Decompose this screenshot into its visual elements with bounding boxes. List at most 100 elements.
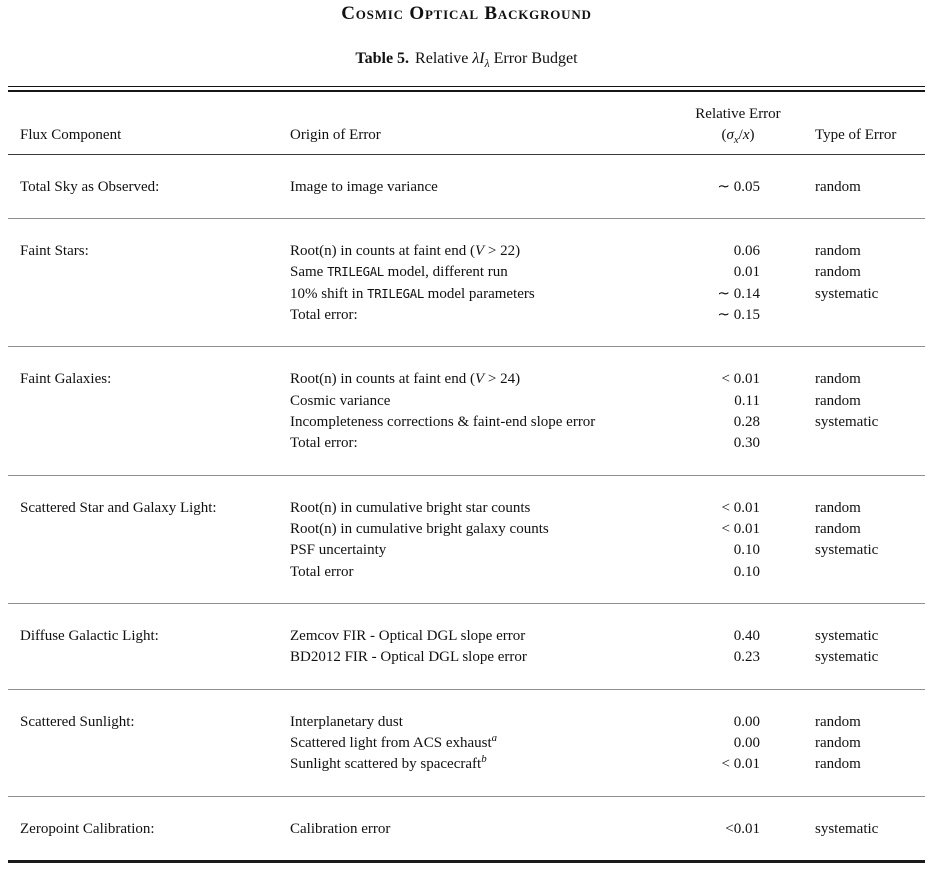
type-of-error-cell: random: [815, 178, 861, 195]
relative-error-cell: 0.23: [733, 649, 760, 666]
relative-error-cell: 0.30: [733, 435, 760, 452]
table-header-row: Flux Component Origin of Error Relative …: [8, 92, 925, 154]
type-of-error-cell: systematic: [815, 627, 879, 644]
section-divider-rule: [8, 474, 925, 476]
type-of-error-cell: random: [815, 392, 861, 409]
table-caption-label: Table 5.: [355, 50, 410, 67]
type-of-error-cell: systematic: [815, 285, 879, 302]
column-header-origin-of-error: Origin of Error: [290, 127, 381, 144]
origin-of-error-cell: Total error:: [290, 435, 358, 452]
table-top-rule: [8, 86, 925, 92]
origin-of-error-cell: Root(n) in counts at faint end (V > 24): [290, 371, 521, 388]
relative-error-cell: 0.11: [734, 392, 760, 409]
table-section: Faint Galaxies: Root(n) in counts at fain…: [8, 347, 925, 474]
table-row: PSF uncertainty 0.10 systematic: [8, 540, 925, 561]
origin-of-error-cell: Total error:: [290, 306, 358, 323]
type-of-error-cell: random: [815, 371, 861, 388]
type-of-error-cell: random: [815, 264, 861, 281]
relative-error-cell: <0.01: [725, 820, 760, 837]
flux-component-cell: [8, 412, 290, 433]
origin-of-error-cell: Scattered light from ACS exhausta: [290, 731, 498, 751]
origin-of-error-cell: Incompleteness corrections & faint-end s…: [290, 413, 596, 430]
origin-of-error-cell: Total error: [290, 563, 354, 580]
origin-of-error-cell: Interplanetary dust: [290, 713, 403, 730]
table-row: Scattered light from ACS exhausta 0.00 ran…: [8, 733, 925, 754]
type-of-error-cell: random: [815, 756, 861, 773]
table-caption: Table 5. Relative λIλ Error Budget: [0, 49, 933, 71]
flux-component-cell: [8, 540, 290, 561]
table-row: 10% shift in TRILEGAL model parameters ∼ …: [8, 284, 925, 305]
flux-component-cell: Scattered Sunlight:: [20, 713, 135, 730]
type-of-error-cell: random: [815, 242, 861, 259]
type-of-error-cell: random: [815, 499, 861, 516]
relative-error-cell: ∼ 0.15: [717, 306, 760, 323]
table-caption-title: Relative λIλ Error Budget: [415, 50, 578, 71]
flux-component-cell: [8, 754, 290, 775]
type-of-error-cell: [786, 305, 925, 326]
page-title: Cosmic Optical Background: [341, 3, 592, 24]
origin-of-error-cell: Image to image variance: [290, 178, 438, 195]
flux-component-cell: Scattered Star and Galaxy Light:: [20, 499, 217, 516]
table-body: Total Sky as Observed: Image to image var…: [8, 155, 925, 860]
column-header-type-of-error: Type of Error: [815, 127, 897, 144]
origin-of-error-cell: BD2012 FIR - Optical DGL slope error: [290, 649, 527, 666]
origin-of-error-cell: Root(n) in cumulative bright galaxy coun…: [290, 520, 549, 537]
section-divider-rule: [8, 795, 925, 797]
flux-component-cell: [8, 262, 290, 283]
table-row: Same TRILEGAL model, different run 0.01 ra…: [8, 262, 925, 283]
table-row: Total error: 0.30: [8, 433, 925, 454]
type-of-error-cell: systematic: [815, 649, 879, 666]
relative-error-cell: 0.40: [733, 627, 760, 644]
relative-error-cell: ∼ 0.14: [717, 285, 760, 302]
type-of-error-cell: random: [815, 734, 861, 751]
relative-error-label-line2: (σx/x): [721, 127, 755, 147]
table-section: Faint Stars: Root(n) in counts at faint e…: [8, 219, 925, 346]
flux-component-cell: [8, 647, 290, 668]
table-row: Zeropoint Calibration: Calibration error <…: [8, 819, 925, 840]
relative-error-label-line1: Relative Error: [695, 106, 781, 122]
section-divider-rule: [8, 217, 925, 219]
table-row: Incompleteness corrections & faint-end s…: [8, 412, 925, 433]
table-row: Total error: ∼ 0.15: [8, 305, 925, 326]
type-of-error-cell: systematic: [815, 820, 879, 837]
type-of-error-cell: [786, 562, 925, 583]
flux-component-cell: Diffuse Galactic Light:: [20, 627, 159, 644]
type-of-error-cell: systematic: [815, 413, 879, 430]
table-bottom-rule: [8, 859, 925, 863]
relative-error-cell: < 0.01: [721, 756, 760, 773]
origin-of-error-cell: 10% shift in TRILEGAL model parameters: [290, 285, 535, 302]
relative-error-cell: < 0.01: [721, 520, 760, 537]
origin-of-error-cell: Calibration error: [290, 820, 391, 837]
flux-component-cell: Faint Galaxies:: [20, 371, 112, 388]
type-of-error-cell: random: [815, 713, 861, 730]
relative-error-cell: 0.00: [733, 734, 760, 751]
section-divider-rule: [8, 346, 925, 348]
origin-of-error-cell: Root(n) in counts at faint end (V > 22): [290, 242, 521, 259]
origin-of-error-cell: Root(n) in cumulative bright star counts: [290, 499, 531, 516]
origin-of-error-cell: Zemcov FIR - Optical DGL slope error: [290, 627, 526, 644]
type-of-error-cell: [786, 433, 925, 454]
origin-of-error-cell: Same TRILEGAL model, different run: [290, 264, 508, 281]
table-header-rule: [8, 153, 925, 155]
relative-error-cell: 0.01: [733, 264, 760, 281]
table-section: Diffuse Galactic Light: Zemcov FIR - Opti…: [8, 604, 925, 689]
table-row: Cosmic variance 0.11 random: [8, 391, 925, 412]
relative-error-cell: < 0.01: [721, 499, 760, 516]
flux-component-cell: [8, 562, 290, 583]
table-row: Total error 0.10: [8, 562, 925, 583]
column-header-relative-error: Relative Error (σx/x): [690, 104, 786, 147]
table-row: Diffuse Galactic Light: Zemcov FIR - Opti…: [8, 626, 925, 647]
table-row: Sunlight scattered by spacecraftb < 0.01 r…: [8, 754, 925, 775]
table-row: Root(n) in cumulative bright galaxy coun…: [8, 519, 925, 540]
type-of-error-cell: random: [815, 520, 861, 537]
table-section: Zeropoint Calibration: Calibration error <…: [8, 797, 925, 860]
relative-error-cell: ∼ 0.05: [717, 178, 760, 195]
table-row: BD2012 FIR - Optical DGL slope error 0.23…: [8, 647, 925, 668]
flux-component-cell: [8, 433, 290, 454]
flux-component-cell: Faint Stars:: [20, 242, 89, 259]
table-row: Faint Galaxies: Root(n) in counts at fain…: [8, 369, 925, 390]
table-row: Scattered Star and Galaxy Light: Root(n) …: [8, 498, 925, 519]
origin-of-error-cell: Sunlight scattered by spacecraftb: [290, 753, 487, 773]
relative-error-cell: < 0.01: [721, 371, 760, 388]
relative-error-cell: 0.28: [733, 413, 760, 430]
